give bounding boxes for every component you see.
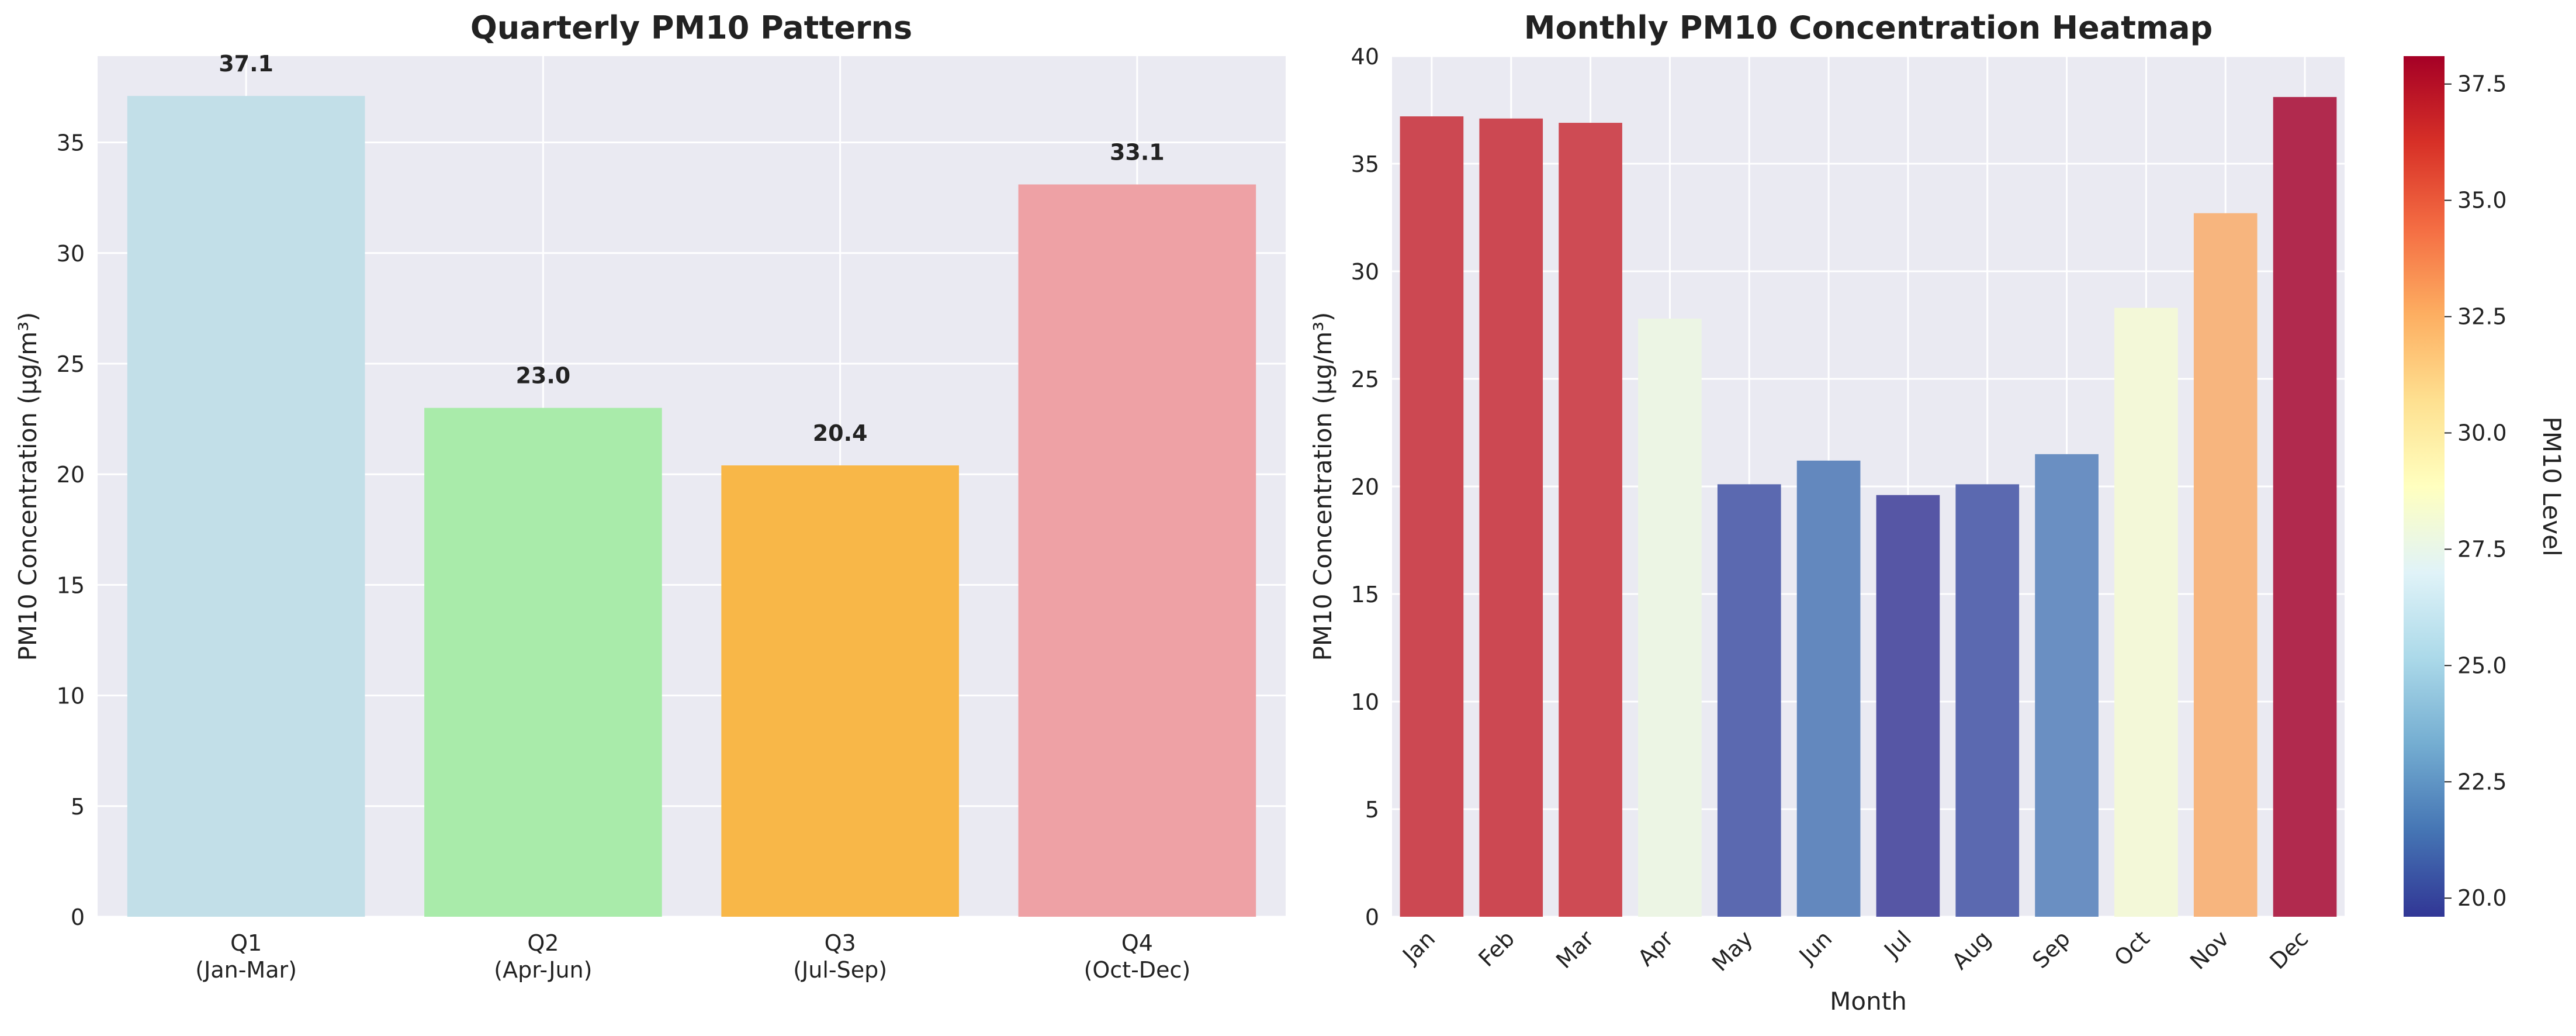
monthly-y-axis-label: PM10 Concentration (μg/m³) (1308, 312, 1337, 661)
bar-value-label: 23.0 (515, 363, 570, 389)
bar (1018, 184, 1256, 917)
quarterly-x-ticks: Q1 (Jan-Mar) Q2 (Apr-Jun) Q3 (Jul-Sep) Q4 (Oct-… (195, 930, 1190, 983)
quarterly-chart-title: Quarterly PM10 Patterns (470, 9, 912, 46)
y-tick-label: 20 (57, 462, 85, 488)
bar (1559, 123, 1622, 917)
bar (2273, 96, 2337, 917)
x-tick-label: Mar (1551, 926, 1599, 973)
colorbar: 20.0 22.5 25.0 27.5 30.0 32.5 35.0 37.5 PM10 Le… (2404, 56, 2566, 917)
bar (127, 96, 365, 917)
monthly-chart-title: Monthly PM10 Concentration Heatmap (1524, 9, 2213, 46)
bar-value-label: 33.1 (1110, 139, 1165, 165)
bar (1796, 460, 1861, 917)
y-tick-label: 0 (1365, 904, 1379, 930)
colorbar-tick-label: 30.0 (2457, 420, 2507, 446)
bar (2193, 213, 2258, 917)
y-tick-label: 10 (1351, 689, 1379, 715)
y-tick-label: 5 (71, 794, 85, 820)
x-tick-label: Apr (1633, 926, 1678, 971)
x-tick-label: Feb (1473, 926, 1519, 972)
y-tick-label: 30 (1351, 259, 1379, 285)
colorbar-tick-label: 35.0 (2457, 188, 2507, 213)
y-tick-label: 0 (71, 904, 85, 930)
x-tick-label: Oct (2109, 926, 2155, 971)
y-tick-label: 40 (1351, 44, 1379, 70)
x-tick-label: Dec (2265, 926, 2313, 974)
y-tick-label: 10 (57, 683, 85, 709)
bar (424, 408, 662, 917)
y-tick-label: 25 (57, 351, 85, 377)
x-tick-label: Q4 (Oct-Dec) (1084, 930, 1191, 983)
bar (1955, 484, 2020, 917)
colorbar-tick-label: 20.0 (2457, 885, 2507, 911)
x-tick-label: Jun (1793, 926, 1837, 969)
x-tick-label: Jan (1397, 926, 1440, 969)
bar (1638, 318, 1702, 917)
y-tick-label: 20 (1351, 474, 1379, 500)
monthly-chart: 0 5 10 15 20 25 30 35 40 Jan Feb Mar Apr May Jun Jul Au… (1308, 9, 2345, 1016)
y-tick-label: 35 (1351, 151, 1379, 177)
colorbar-tick-label: 32.5 (2457, 304, 2507, 330)
quarterly-y-axis-label: PM10 Concentration (μg/m³) (13, 312, 42, 661)
quarterly-chart: 37.1 23.0 20.4 33.1 0 5 10 15 20 25 30 35 Q1 (Jan-M… (13, 9, 1286, 983)
monthly-x-axis-label: Month (1830, 987, 1907, 1016)
bar-value-label: 20.4 (813, 420, 868, 446)
monthly-x-ticks: Jan Feb Mar Apr May Jun Jul Aug Sep Oct Nov Dec (1397, 926, 2313, 976)
colorbar-label: PM10 Level (2537, 416, 2566, 556)
colorbar-ticks: 20.0 22.5 25.0 27.5 30.0 32.5 35.0 37.5 (2445, 71, 2507, 911)
bar (721, 465, 959, 917)
quarterly-bars: 37.1 23.0 20.4 33.1 (127, 51, 1256, 917)
quarterly-y-ticks: 0 5 10 15 20 25 30 35 (57, 130, 85, 930)
y-tick-label: 15 (1351, 582, 1379, 607)
bar-value-label: 37.1 (219, 51, 273, 77)
x-tick-label: Q1 (Jan-Mar) (195, 930, 297, 983)
y-tick-label: 5 (1365, 797, 1379, 823)
y-tick-label: 25 (1351, 367, 1379, 392)
x-tick-label: Nov (2185, 926, 2234, 975)
bar (1479, 118, 1543, 917)
x-tick-label: Q2 (Apr-Jun) (494, 930, 592, 983)
monthly-bars (1400, 96, 2337, 917)
x-tick-label: May (1707, 926, 1758, 976)
y-tick-label: 15 (57, 572, 85, 598)
y-tick-label: 30 (57, 241, 85, 267)
colorbar-tick-label: 27.5 (2457, 536, 2507, 562)
bar (2114, 308, 2178, 917)
colorbar-tick-label: 25.0 (2457, 652, 2507, 678)
colorbar-gradient (2404, 56, 2445, 917)
y-tick-label: 35 (57, 130, 85, 156)
monthly-gridlines (1392, 55, 2345, 918)
colorbar-tick-label: 37.5 (2457, 71, 2507, 97)
bar (2035, 454, 2099, 917)
bar (1717, 484, 1781, 917)
x-tick-label: Aug (1947, 926, 1996, 975)
bar (1876, 495, 1940, 917)
colorbar-tick-label: 22.5 (2457, 769, 2507, 795)
x-tick-label: Q3 (Jul-Sep) (793, 930, 887, 983)
x-tick-label: Jul (1878, 926, 1916, 964)
x-tick-label: Sep (2027, 926, 2075, 973)
monthly-y-ticks: 0 5 10 15 20 25 30 35 40 (1351, 44, 1379, 930)
bar (1400, 116, 1464, 917)
